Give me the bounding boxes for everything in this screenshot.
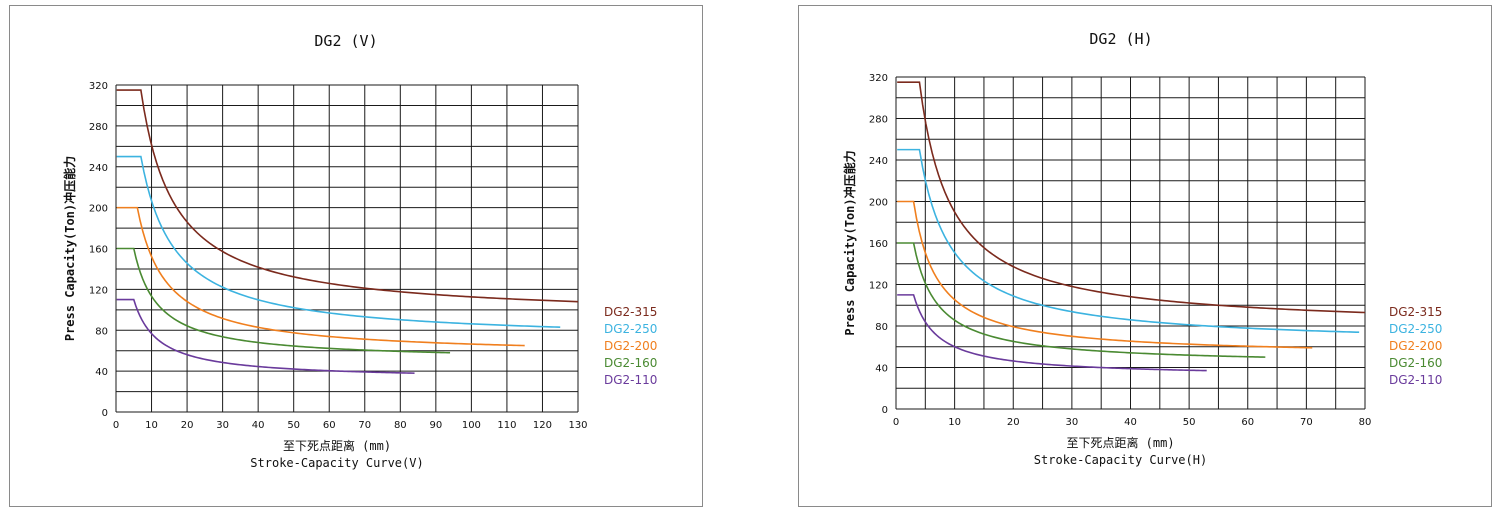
legend-entry: DG2-200 [1389, 339, 1442, 353]
x-axis-label: 至下死点距离 (mm) [1066, 435, 1174, 450]
y-axis-label: Press Capacity(Ton)冲压能力 [62, 156, 77, 341]
y-tick-label: 280 [869, 115, 888, 126]
legend-entry: DG2-160 [604, 356, 657, 370]
x-tick-label: 50 [1183, 417, 1196, 428]
series-line-dg2-110 [116, 298, 415, 374]
y-tick-label: 40 [875, 364, 888, 375]
y-tick-label: 120 [89, 285, 108, 296]
x-tick-label: 130 [568, 420, 587, 431]
y-tick-label: 280 [89, 122, 108, 133]
legend-entry: DG2-110 [1389, 373, 1442, 387]
series-line-dg2-160 [116, 247, 451, 354]
y-tick-label: 200 [869, 198, 888, 209]
y-tick-label: 0 [882, 405, 888, 416]
x-axis-sublabel: Stroke-Capacity Curve(H) [1034, 453, 1207, 467]
y-tick-label: 80 [875, 322, 888, 333]
x-tick-label: 80 [394, 420, 407, 431]
x-tick-label: 80 [1359, 417, 1372, 428]
y-axis-label: Press Capacity(Ton)冲压能力 [842, 150, 857, 335]
y-tick-label: 40 [95, 367, 108, 378]
chart-panel-v: DG2 (V) 0 10 20 30 40 50 60 70 80 90 100 110 120 130 0 4… [9, 5, 703, 507]
series-line-dg2-110 [897, 294, 1207, 372]
y-tick-label: 160 [869, 239, 888, 250]
chart-title: DG2 (V) [314, 32, 377, 50]
x-tick-label: 110 [497, 420, 516, 431]
series-line-dg2-200 [897, 200, 1313, 349]
series-line-dg2-250 [116, 155, 561, 328]
x-tick-label: 100 [462, 420, 481, 431]
chart-panel-h: DG2 (H) 0 10 20 30 40 50 60 70 80 0 40 80 120 160 200 24… [798, 5, 1492, 507]
x-tick-label: 120 [533, 420, 552, 431]
series-line-dg2-160 [897, 242, 1266, 358]
x-axis-label: 至下死点距离 (mm) [283, 438, 391, 453]
y-tick-label: 0 [102, 408, 108, 419]
series-line-dg2-315 [116, 89, 579, 303]
x-tick-label: 10 [948, 417, 961, 428]
legend-entry: DG2-315 [604, 305, 657, 319]
y-tick-label: 320 [89, 81, 108, 92]
chart-title: DG2 (H) [1089, 30, 1152, 48]
chart-h-svg: DG2 (H) 0 10 20 30 40 50 60 70 80 0 40 80 120 160 200 24… [842, 30, 1442, 467]
x-tick-label: 10 [145, 420, 158, 431]
x-tick-label: 0 [113, 420, 119, 431]
chart-v-svg: DG2 (V) 0 10 20 30 40 50 60 70 80 90 100 110 120 130 0 4… [62, 32, 657, 470]
x-tick-label: 20 [1007, 417, 1020, 428]
x-tick-label: 50 [287, 420, 300, 431]
x-tick-label: 40 [252, 420, 265, 431]
y-tick-label: 240 [89, 163, 108, 174]
x-tick-label: 70 [358, 420, 371, 431]
legend-entry: DG2-110 [604, 373, 657, 387]
series-line-dg2-250 [897, 148, 1360, 334]
legend-entry: DG2-250 [1389, 322, 1442, 336]
y-tick-label: 240 [869, 156, 888, 167]
x-tick-label: 0 [893, 417, 899, 428]
x-tick-label: 20 [181, 420, 194, 431]
legend-entry: DG2-315 [1389, 305, 1442, 319]
y-tick-label: 80 [95, 326, 108, 337]
grid [115, 84, 579, 413]
x-tick-label: 60 [1241, 417, 1254, 428]
x-tick-label: 70 [1300, 417, 1313, 428]
y-tick-label: 120 [869, 281, 888, 292]
x-axis-sublabel: Stroke-Capacity Curve(V) [250, 456, 423, 470]
x-tick-label: 40 [1124, 417, 1137, 428]
legend-entry: DG2-200 [604, 339, 657, 353]
x-tick-label: 60 [323, 420, 336, 431]
x-tick-label: 30 [1066, 417, 1079, 428]
series-line-dg2-315 [897, 81, 1366, 314]
legend-entry: DG2-160 [1389, 356, 1442, 370]
y-tick-label: 320 [869, 73, 888, 84]
legend-entry: DG2-250 [604, 322, 657, 336]
grid [895, 76, 1366, 410]
x-tick-label: 30 [216, 420, 229, 431]
series-line-dg2-200 [116, 206, 525, 347]
y-tick-label: 160 [89, 245, 108, 256]
y-tick-label: 200 [89, 204, 108, 215]
x-tick-label: 90 [429, 420, 442, 431]
